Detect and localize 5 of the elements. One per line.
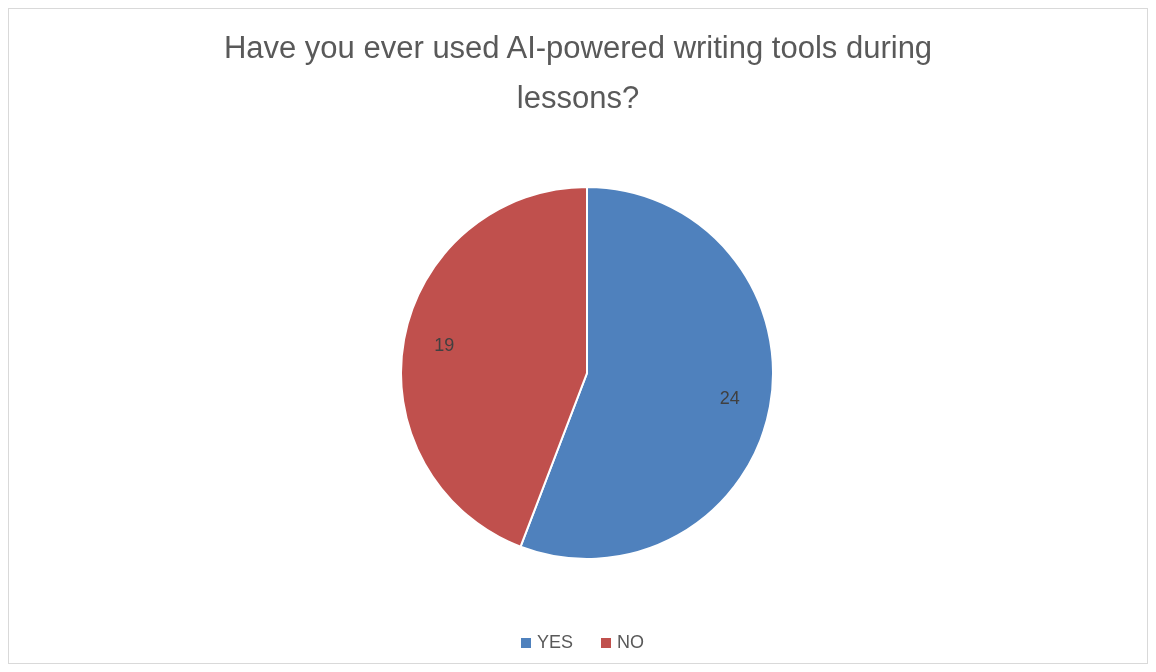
legend-label: NO bbox=[617, 631, 644, 652]
data-label: 24 bbox=[719, 388, 740, 409]
legend-label: YES bbox=[537, 631, 574, 652]
data-label: 19 bbox=[434, 335, 455, 356]
chart-title: Have you ever used AI-powered writing tools during lessons? bbox=[223, 30, 933, 115]
